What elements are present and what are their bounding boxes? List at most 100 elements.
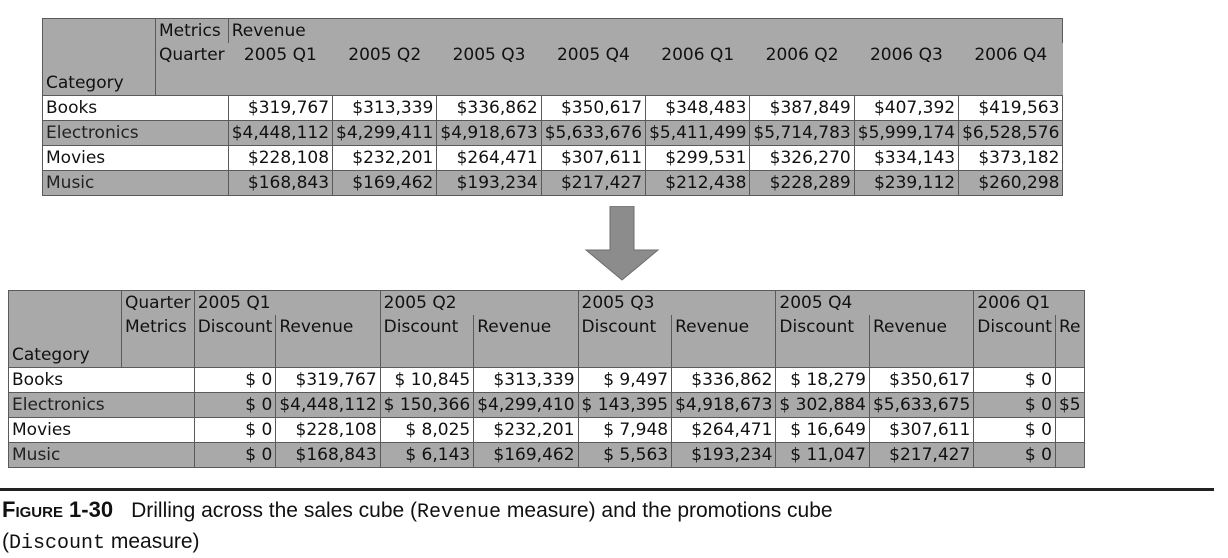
measure-header: Discount (973, 315, 1056, 368)
measure-header: Revenue (868, 315, 975, 368)
value-cell: $260,298 (958, 170, 1064, 196)
down-arrow-icon (584, 206, 660, 281)
table-row: Music $168,843 $169,462 $193,234 $217,427 $21… (42, 170, 1064, 196)
quarter-group-header: 2005 Q1 (193, 290, 381, 315)
value-cell: $169,462 (473, 442, 579, 468)
value-cell: $ 0 (973, 392, 1056, 418)
value-cell: $319,767 (227, 95, 334, 121)
value-cell: $5,633,675 (868, 392, 975, 418)
value-cell: $373,182 (958, 145, 1064, 171)
quarter-header: 2006 Q3 (854, 43, 959, 96)
quarter-header-row: 2005 Q1 2005 Q2 2005 Q3 2005 Q4 2006 Q1 2006 … (43, 43, 1063, 96)
value-cell: $4,299,411 (332, 120, 438, 146)
quarter-header: 2006 Q4 (958, 43, 1063, 96)
value-cell: $ 16,649 (775, 417, 870, 443)
value-cell: $193,234 (671, 442, 777, 468)
category-header-cell: Category (42, 18, 156, 96)
quarter-group-header: 2005 Q2 (379, 290, 579, 315)
measure-header: Discount (577, 315, 673, 368)
value-cell: $ 18,279 (775, 367, 870, 393)
value-cell: $228,289 (749, 170, 855, 196)
value-cell: $299,531 (645, 145, 751, 171)
value-cell: $ 10,845 (379, 367, 475, 393)
category-cell: Movies (42, 145, 229, 171)
table-row: Electronics $4,448,112 $4,299,411 $4,918,67… (42, 120, 1064, 146)
value-cell: $336,862 (671, 367, 777, 393)
value-cell: $6,528,576 (958, 120, 1064, 146)
value-cell: $ 0 (193, 417, 277, 443)
value-cell: $264,471 (671, 417, 777, 443)
category-cell: Electronics (8, 392, 195, 418)
header-row: Category Quarter Metrics 2005 Q1 2005 Q2 2005… (8, 290, 1085, 368)
value-cell: $ 7,948 (577, 417, 673, 443)
value-cell: $228,108 (227, 145, 334, 171)
value-cell: $ 0 (193, 367, 277, 393)
value-cell: $326,270 (749, 145, 855, 171)
category-cell: Movies (8, 417, 195, 443)
drill-across-pivot-table: Category Quarter Metrics 2005 Q1 2005 Q2 2005… (8, 290, 1085, 468)
caption-rule (0, 488, 1214, 491)
value-cell: $ 150,366 (379, 392, 475, 418)
table-row: Movies $ 0 $228,108 $ 8,025 $232,201 $ 7,948 $… (8, 417, 1085, 443)
category-cell: Books (8, 367, 195, 393)
category-cell: Music (8, 442, 195, 468)
value-cell (1054, 417, 1085, 443)
metrics-quarter-header: Metrics Quarter (155, 18, 229, 96)
measure-header: Revenue (227, 18, 1064, 43)
quarter-header: 2005 Q2 (332, 43, 437, 96)
measure-header: Revenue (671, 315, 777, 368)
category-cell: Electronics (42, 120, 229, 146)
value-cell: $232,201 (332, 145, 438, 171)
quarter-header: 2005 Q1 (228, 43, 333, 96)
quarter-group-header: 2005 Q4 (775, 290, 975, 315)
value-cell: $5,999,174 (853, 120, 960, 146)
quarter-label: Quarter (159, 45, 225, 65)
header-row: Category Metrics Quarter Revenue (42, 18, 1064, 96)
value-cell: $307,611 (868, 417, 975, 443)
figure-caption: Figure 1-30 Drilling across the sales cub… (2, 497, 833, 555)
measure-header: Re (1054, 315, 1085, 368)
value-cell: $348,483 (645, 95, 751, 121)
value-cell: $ 6,143 (379, 442, 475, 468)
table-row: Books $319,767 $313,339 $336,862 $350,617 $34… (42, 95, 1064, 121)
value-cell: $ 0 (193, 442, 277, 468)
table-row: Books $ 0 $319,767 $ 10,845 $313,339 $ 9,497 $… (8, 367, 1085, 393)
value-cell: $5,411,499 (645, 120, 751, 146)
measure-header-row: Discount Revenue Discount Revenue Discount Re… (9, 315, 1085, 368)
table-row: Movies $228,108 $232,201 $264,471 $307,611 $2… (42, 145, 1064, 171)
value-cell: $217,427 (868, 442, 975, 468)
value-cell: $ 0 (193, 392, 277, 418)
value-cell: $319,767 (275, 367, 381, 393)
measure-header: Discount (379, 315, 475, 368)
value-cell (1054, 367, 1085, 393)
value-cell: $168,843 (275, 442, 381, 468)
quarter-header: 2005 Q4 (541, 43, 646, 96)
metrics-label: Metrics (125, 317, 187, 337)
drill-across-table-viewport: Category Quarter Metrics 2005 Q1 2005 Q2 2005… (0, 280, 1212, 480)
value-cell: $313,339 (332, 95, 438, 121)
measure-header: Discount (775, 315, 870, 368)
value-cell: $5 (1054, 392, 1085, 418)
value-cell: $ 5,563 (577, 442, 673, 468)
category-cell: Music (42, 170, 229, 196)
value-cell: $307,611 (540, 145, 647, 171)
value-cell: $336,862 (436, 95, 542, 121)
value-cell: $5,633,676 (540, 120, 647, 146)
value-cell: $239,112 (853, 170, 960, 196)
category-header-cell: Category (8, 290, 122, 368)
value-cell: $313,339 (473, 367, 579, 393)
value-cell: $350,617 (868, 367, 975, 393)
value-cell (1054, 442, 1085, 468)
revenue-pivot-table: Category Metrics Quarter Revenue 2005 Q1 2005… (42, 18, 1064, 196)
value-cell: $4,448,112 (275, 392, 381, 418)
value-cell: $407,392 (853, 95, 960, 121)
value-cell: $ 143,395 (577, 392, 673, 418)
measure-header: Revenue (473, 315, 579, 368)
value-cell: $ 8,025 (379, 417, 475, 443)
quarter-header: 2005 Q3 (436, 43, 542, 96)
value-cell: $4,918,673 (436, 120, 542, 146)
quarter-group-header: 2006 Q1 (973, 290, 1085, 315)
quarter-header: 2006 Q2 (749, 43, 855, 96)
quarter-header: 2006 Q1 (645, 43, 750, 96)
value-cell: $212,438 (645, 170, 751, 196)
